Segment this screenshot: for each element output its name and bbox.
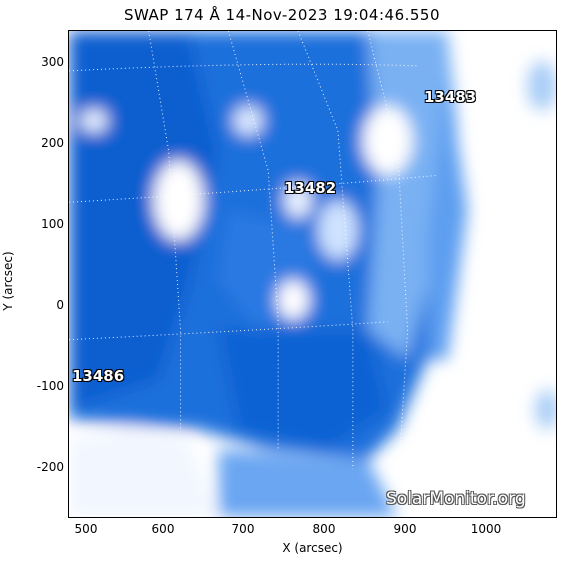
- y-tick-label: -200: [36, 460, 64, 474]
- x-tick-label: 900: [393, 522, 417, 536]
- y-tick-label: 200: [41, 136, 64, 150]
- x-tick-label: 800: [312, 522, 336, 536]
- y-tick-label: 300: [41, 55, 64, 69]
- x-tick-label: 700: [231, 522, 255, 536]
- x-tick-label: 500: [74, 522, 98, 536]
- solar-euv-image: [69, 31, 556, 517]
- active-region-label: 13486: [72, 367, 125, 385]
- active-region-label: 13482: [284, 179, 337, 197]
- y-tick-label: -100: [36, 379, 64, 393]
- y-tick-label: 0: [56, 298, 64, 312]
- solar-image-panel: [68, 30, 557, 518]
- y-tick-label: 100: [41, 217, 64, 231]
- image-title: SWAP 174 Å 14-Nov-2023 19:04:46.550: [123, 6, 441, 24]
- active-region-label: 13483: [424, 88, 477, 106]
- credit-watermark: SolarMonitor.org: [386, 489, 526, 509]
- x-tick-label: 1000: [470, 522, 502, 536]
- x-axis-label: X (arcsec): [282, 541, 343, 555]
- x-tick-label: 600: [151, 522, 175, 536]
- y-axis-label: Y (arcsec): [1, 251, 15, 311]
